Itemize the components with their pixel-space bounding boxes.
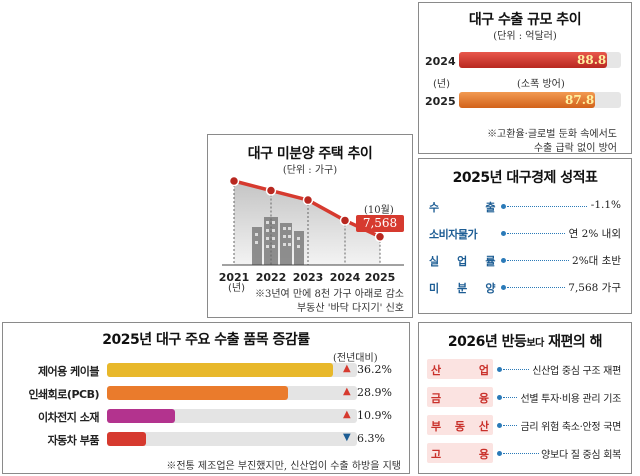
housing-xtick-2025: 2025: [365, 271, 396, 284]
housing-note-line1: ※3년여 만에 8천 가구 아래로 감소: [254, 289, 404, 300]
year2026-label-box-2: [427, 415, 493, 435]
export-item-track-3: [107, 432, 357, 446]
year2026-bullet-0: [497, 367, 502, 372]
housing-xtick-2021: 2021: [219, 271, 250, 284]
year2026-title-small: 보다: [526, 338, 544, 349]
year2026-label-0: 산 업: [431, 364, 489, 377]
year2026-text-2: 금리 위험 축소·안정 국면: [518, 418, 621, 433]
year-label-2024: 2024: [425, 55, 456, 68]
export-item-value-0: 36.2%: [357, 363, 392, 376]
export-items-title: 2025년 대구 주요 수출 품목 증감률: [102, 332, 310, 348]
housing-point-2025: [374, 231, 386, 243]
scorecard-leader-3: [507, 287, 619, 288]
export-item-value-3: 6.3%: [357, 432, 385, 445]
housing-xlabel: (년): [228, 283, 246, 294]
scorecard-label-2: 실 업 률: [429, 255, 496, 268]
year2026-title-end: 재편의 해: [548, 334, 603, 350]
export-item-bar-3: [107, 432, 147, 446]
housing-point-2022: [265, 185, 277, 196]
housing-highlight-label: 7,568: [356, 215, 404, 232]
export-callout: (소폭 방어): [517, 79, 565, 90]
housing-point-2024: [339, 215, 351, 226]
export-item-bar-0: [107, 363, 334, 377]
export-bar-2024: [459, 52, 607, 68]
housing-note-line2: 부동산 '바닥 다지기' 신호: [296, 303, 404, 314]
housing-point-2021: [228, 175, 240, 187]
export-bar-2024-value: 88.8: [577, 53, 607, 67]
year2026-title: 2026년 반등보다 재편의 해: [419, 331, 631, 351]
export-note-line1: ※고환율·글로벌 둔화 속에서도: [487, 129, 617, 140]
scorecard-bullet-3: [501, 285, 506, 290]
export-items-unit: (전년대비): [333, 353, 378, 364]
scorecard-label-1: 소비자물가: [429, 228, 478, 241]
scorecard-bullet-2: [501, 258, 506, 263]
year2026-bullet-2: [497, 423, 502, 428]
export-items-note: ※전통 제조업은 부진했지만, 신산업이 수출 하방을 지탱: [166, 461, 401, 472]
scorecard-value-3: 7,568 가구: [565, 280, 621, 295]
export-scale-unit: (단위 : 억달러): [493, 31, 557, 42]
export-scale-title: 대구 수출 규모 추이: [468, 12, 582, 28]
scorecard-value-2: 2%대 초반: [569, 253, 621, 268]
export-item-label-0: 제어용 케이블: [37, 365, 100, 378]
export-scale-panel: 대구 수출 규모 추이 (단위 : 억달러) 2024 88.8 (년) (소폭…: [418, 2, 632, 154]
year2026-label-2: 부 동 산: [431, 420, 489, 433]
housing-point-2023: [302, 194, 314, 206]
year-label-2025: 2025: [425, 95, 456, 108]
export-item-arrow-3: ▼: [343, 432, 351, 443]
housing-title: 대구 미분양 주택 추이: [247, 146, 373, 162]
export-item-label-2: 이차전지 소재: [37, 411, 100, 424]
scorecard-label-3: 미 분 양: [429, 282, 496, 295]
year-unit-label: (년): [433, 79, 451, 90]
export-item-bar-2: [107, 409, 176, 423]
export-item-value-1: 28.9%: [357, 386, 392, 399]
year2026-label-box-1: [427, 387, 493, 407]
scorecard-leader-0: [507, 206, 619, 207]
scorecard-bullet-1: [501, 231, 506, 236]
scorecard-label-0: 수 출: [429, 201, 496, 214]
year2026-bullet-3: [497, 451, 502, 456]
housing-xtick-2022: 2022: [256, 271, 287, 284]
year2026-label-3: 고 용: [431, 448, 489, 461]
export-item-label-1: 인쇄회로(PCB): [28, 388, 99, 401]
housing-highlight-note: (10월): [364, 205, 394, 216]
export-item-label-3: 자동차 부품: [47, 434, 100, 447]
year2026-label-1: 금 융: [431, 392, 489, 405]
scorecard-value-0: -1.1%: [587, 199, 621, 211]
scorecard-title: 2025년 대구경제 성적표: [452, 170, 598, 186]
export-bar-2025-value: 87.8: [565, 93, 595, 107]
housing-panel: 대구 미분양 주택 추이 (단위 : 가구): [207, 134, 413, 318]
housing-unit: (단위 : 가구): [282, 165, 338, 176]
scorecard-value-1: 연 2% 내외: [565, 226, 621, 241]
export-item-arrow-0: ▲: [343, 363, 351, 374]
scorecard-leader-2: [507, 260, 619, 261]
year2026-title-main: 2026년 반등: [447, 334, 527, 350]
year2026-label-box-0: [427, 359, 493, 379]
year2026-label-box-3: [427, 443, 493, 463]
housing-xtick-2024: 2024: [330, 271, 361, 284]
year2026-bullet-1: [497, 395, 502, 400]
export-item-arrow-1: ▲: [343, 386, 351, 397]
export-item-bar-1: [107, 386, 288, 400]
export-item-arrow-2: ▲: [343, 409, 351, 420]
export-items-panel: 2025년 대구 주요 수출 품목 증감률 (전년대비) 제어용 케이블 ▲ 36.…: [2, 322, 410, 474]
export-bar-2025: [459, 92, 595, 108]
scorecard-bullet-0: [501, 204, 506, 209]
export-note-line2: 수출 급락 없이 방어: [533, 143, 617, 154]
year2026-text-1: 선별 투자·비용 관리 기조: [518, 390, 621, 405]
housing-xtick-2023: 2023: [293, 271, 324, 284]
scorecard-leader-1: [507, 233, 619, 234]
year2026-text-3: 양보다 질 중심 회복: [539, 446, 621, 461]
year2026-text-0: 신산업 중심 구조 재편: [530, 362, 621, 377]
export-item-value-2: 10.9%: [357, 409, 392, 422]
